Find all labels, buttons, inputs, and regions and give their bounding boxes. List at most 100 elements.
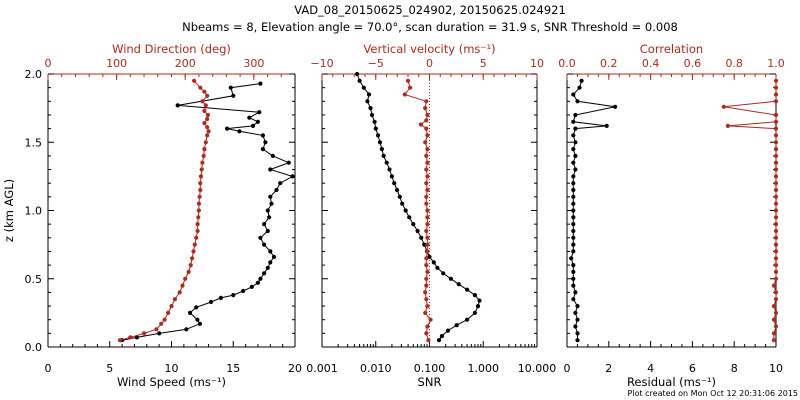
data-point-residual	[571, 263, 576, 268]
data-point-wind-direction	[169, 304, 174, 309]
top-tick-label: 0.8	[725, 57, 743, 70]
data-point-vertical-velocity	[425, 208, 430, 213]
data-point-snr	[422, 242, 427, 247]
data-point-snr	[436, 338, 442, 343]
data-point-wind-direction	[166, 310, 171, 315]
data-point-correlation	[773, 187, 779, 193]
data-point-correlation	[773, 290, 779, 295]
data-point-correlation	[773, 140, 779, 145]
data-point-vertical-velocity	[425, 174, 430, 179]
data-point-wind-direction	[172, 297, 177, 302]
data-point-wind-speed	[258, 276, 263, 281]
data-point-residual	[604, 123, 609, 128]
data-point-residual	[571, 249, 576, 254]
data-point-wind-speed	[269, 201, 274, 206]
data-point-correlation	[721, 104, 726, 109]
data-point-snr	[389, 174, 394, 179]
data-point-wind-speed	[257, 110, 262, 115]
data-point-wind-speed	[278, 181, 283, 186]
data-point-snr	[365, 99, 370, 104]
x-axis-title: Residual (ms⁻¹)	[627, 375, 716, 389]
data-point-wind-speed	[194, 305, 199, 310]
data-point-correlation	[773, 263, 779, 268]
data-point-residual	[571, 222, 576, 227]
data-point-snr	[392, 181, 397, 186]
data-point-wind-direction	[191, 249, 196, 254]
data-point-wind-speed	[249, 284, 254, 289]
data-point-wind-speed	[258, 81, 263, 86]
data-point-vertical-velocity	[424, 181, 429, 186]
data-point-correlation	[773, 249, 779, 254]
data-point-snr	[427, 254, 432, 259]
data-point-wind-speed	[265, 265, 270, 270]
data-point-wind-direction	[205, 133, 210, 138]
data-point-wind-direction	[196, 201, 201, 206]
data-point-wind-direction	[205, 116, 210, 122]
data-point-vertical-velocity	[425, 112, 430, 118]
data-point-snr	[448, 276, 453, 281]
data-point-vertical-velocity	[408, 85, 413, 90]
data-point-wind-speed	[184, 327, 189, 332]
data-point-vertical-velocity	[425, 160, 430, 165]
data-point-vertical-velocity	[424, 228, 429, 234]
data-point-snr	[395, 187, 400, 193]
data-point-snr	[431, 260, 436, 265]
data-point-residual	[573, 167, 578, 172]
data-point-correlation	[773, 174, 779, 179]
data-point-snr	[387, 167, 392, 172]
data-point-residual	[571, 147, 576, 152]
data-point-vertical-velocity	[423, 310, 428, 315]
data-point-residual	[571, 181, 576, 186]
data-point-correlation	[773, 235, 779, 240]
x-tick-label: 1.000	[468, 362, 500, 375]
data-point-wind-speed	[134, 335, 139, 340]
data-point-residual	[569, 256, 574, 261]
data-point-snr	[381, 153, 386, 158]
data-point-residual	[571, 92, 576, 97]
top-tick-label: 100	[106, 57, 127, 70]
data-point-residual	[571, 208, 576, 213]
data-point-wind-speed	[250, 123, 256, 128]
data-point-snr	[366, 92, 372, 97]
data-point-correlation	[773, 126, 779, 131]
top-tick-label: −5	[368, 57, 384, 70]
top-tick-label: 0.6	[684, 57, 702, 70]
data-point-wind-direction	[190, 256, 195, 261]
data-point-wind-speed	[262, 242, 267, 247]
data-point-wind-direction	[183, 276, 188, 281]
data-point-wind-direction	[194, 235, 199, 240]
data-point-wind-direction	[162, 317, 167, 322]
data-point-residual	[571, 194, 576, 199]
figure-title: VAD_08_20150625_024902, 20150625.024921	[294, 3, 566, 17]
data-point-wind-speed	[247, 115, 252, 120]
data-point-snr	[357, 78, 362, 83]
x-tick-label: 20	[288, 362, 302, 375]
data-point-correlation	[773, 147, 779, 152]
top-tick-label: 0.2	[600, 57, 618, 70]
data-point-wind-direction	[128, 335, 133, 340]
data-point-wind-direction	[203, 140, 208, 145]
data-point-snr	[465, 317, 470, 322]
data-point-wind-direction	[206, 129, 211, 134]
data-point-correlation	[773, 222, 779, 227]
data-point-residual	[571, 269, 576, 274]
x-tick-label: 5	[106, 362, 113, 375]
series-line-wind-direction	[119, 80, 210, 341]
data-point-correlation	[773, 160, 779, 165]
data-point-wind-speed	[157, 331, 162, 336]
top-axis-title: Correlation	[640, 42, 703, 56]
data-point-wind-speed	[197, 321, 202, 326]
data-point-correlation	[725, 123, 731, 128]
x-tick-label: 10.000	[518, 362, 557, 375]
data-point-residual	[571, 242, 576, 247]
data-point-wind-direction	[142, 331, 147, 336]
series-line-snr	[356, 73, 481, 341]
data-point-wind-speed	[237, 129, 242, 134]
data-point-wind-speed	[208, 299, 214, 305]
data-point-residual	[571, 133, 576, 138]
data-point-vertical-velocity	[402, 92, 407, 97]
data-point-correlation	[773, 181, 779, 186]
data-point-wind-direction	[202, 89, 207, 94]
